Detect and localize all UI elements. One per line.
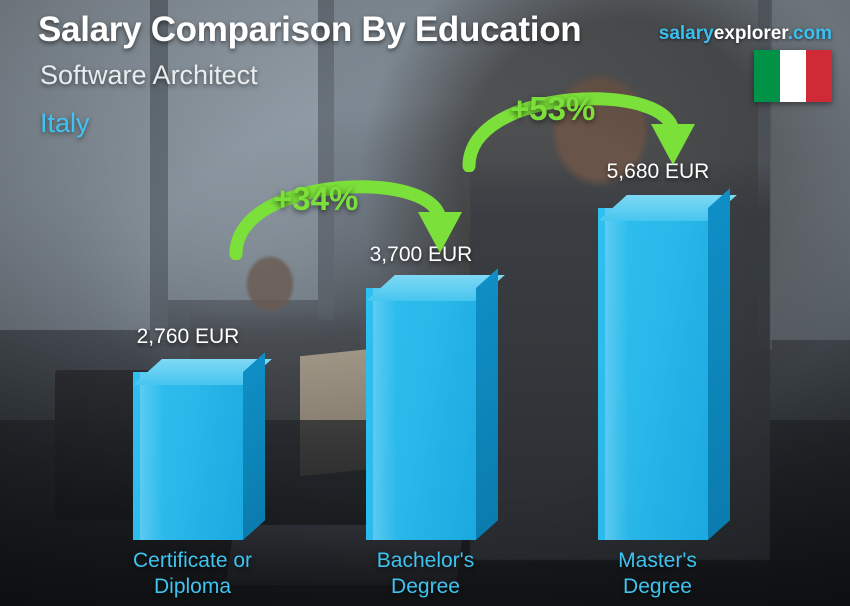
- background-window: [0, 0, 150, 330]
- italy-flag-icon: [754, 50, 832, 102]
- brand-part-salary: salary: [658, 23, 714, 44]
- increment-arrow-1: [229, 180, 462, 260]
- bar-value-masters-degree: 5,680 EUR: [606, 160, 710, 183]
- flag-stripe-white: [780, 50, 806, 102]
- bar-gloss: [372, 288, 397, 540]
- bar-label-line-1: Bachelor's: [376, 549, 475, 572]
- bar-label-certificate-or-diploma: Certificate or Diploma: [105, 548, 280, 600]
- bar-gloss: [139, 372, 164, 540]
- increment-label-2: +53%: [510, 90, 596, 127]
- bar-label-line-2: Diploma: [153, 575, 232, 598]
- bar-masters-degree: [598, 188, 737, 541]
- bar-face: [598, 208, 708, 540]
- background-frame: [318, 0, 334, 320]
- brand-part-domain: .com: [787, 23, 832, 44]
- bar-label-bachelors-degree: Bachelor's Degree: [338, 548, 513, 600]
- bar-face: [133, 372, 243, 540]
- page-title: Salary Comparison By Education: [38, 10, 582, 49]
- background-frame: [150, 0, 168, 340]
- country-label: Italy: [40, 108, 90, 138]
- increment-arrow-2: [462, 92, 695, 172]
- bar-side: [243, 352, 265, 540]
- brand-logo[interactable]: salaryexplorer.com: [659, 23, 832, 45]
- bar-label-line-2: Degree: [391, 575, 460, 598]
- bar-side: [708, 188, 730, 541]
- bar-value-certificate-or-diploma: 2,760 EUR: [136, 325, 240, 348]
- bar-value-bachelors-degree: 3,700 EUR: [369, 243, 473, 266]
- brand-part-explorer: explorer: [713, 23, 788, 44]
- bar-side: [476, 268, 498, 540]
- bar-label-line-1: Master's: [618, 549, 697, 572]
- flag-stripe-green: [754, 50, 780, 102]
- job-title: Software Architect: [40, 60, 258, 90]
- flag-stripe-red: [806, 50, 832, 102]
- bar-gloss: [604, 208, 629, 540]
- bar-label-masters-degree: Master's Degree: [570, 548, 745, 600]
- bar-certificate-or-diploma: [133, 352, 272, 540]
- bar-label-line-2: Degree: [623, 575, 692, 598]
- bar-label-line-1: Certificate or: [132, 549, 253, 572]
- bar-bachelors-degree: [366, 268, 505, 540]
- bar-face: [366, 288, 476, 540]
- increment-label-1: +34%: [273, 180, 359, 217]
